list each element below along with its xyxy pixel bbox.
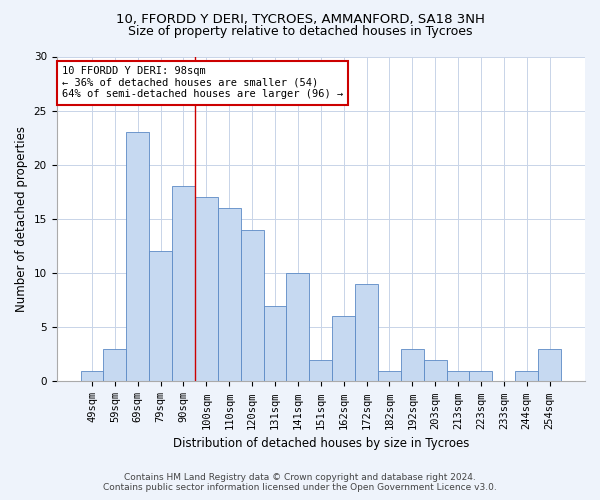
Bar — [286, 273, 310, 382]
Bar — [263, 306, 286, 382]
Bar — [80, 370, 103, 382]
Bar — [127, 132, 149, 382]
Bar — [241, 230, 263, 382]
Bar — [446, 370, 469, 382]
Bar — [218, 208, 241, 382]
Bar — [355, 284, 378, 382]
Bar — [172, 186, 195, 382]
Text: 10 FFORDD Y DERI: 98sqm
← 36% of detached houses are smaller (54)
64% of semi-de: 10 FFORDD Y DERI: 98sqm ← 36% of detache… — [62, 66, 343, 100]
Bar — [424, 360, 446, 382]
Bar — [332, 316, 355, 382]
Bar — [195, 198, 218, 382]
Text: Contains HM Land Registry data © Crown copyright and database right 2024.
Contai: Contains HM Land Registry data © Crown c… — [103, 473, 497, 492]
Bar — [378, 370, 401, 382]
Bar — [149, 252, 172, 382]
Bar — [401, 349, 424, 382]
Bar — [538, 349, 561, 382]
X-axis label: Distribution of detached houses by size in Tycroes: Distribution of detached houses by size … — [173, 437, 469, 450]
Y-axis label: Number of detached properties: Number of detached properties — [15, 126, 28, 312]
Bar — [469, 370, 493, 382]
Text: 10, FFORDD Y DERI, TYCROES, AMMANFORD, SA18 3NH: 10, FFORDD Y DERI, TYCROES, AMMANFORD, S… — [116, 12, 484, 26]
Bar — [310, 360, 332, 382]
Bar — [103, 349, 127, 382]
Text: Size of property relative to detached houses in Tycroes: Size of property relative to detached ho… — [128, 25, 472, 38]
Bar — [515, 370, 538, 382]
